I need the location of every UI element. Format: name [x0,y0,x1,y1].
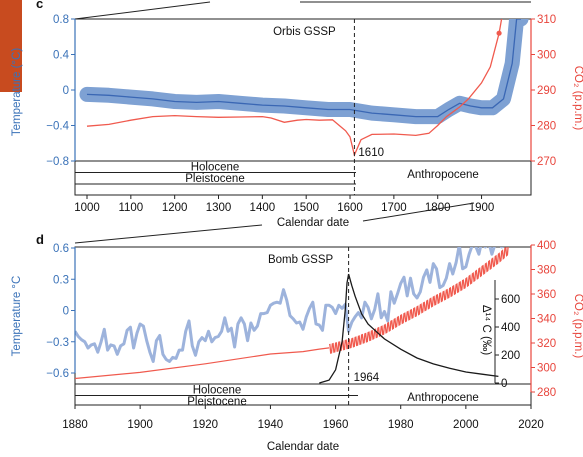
panel-d-letter: d [36,232,44,247]
panel-d-y-left-tick-label: 0.3 [53,274,69,286]
panel-c-x-tick-label-1000: 1000 [74,202,100,214]
panel-c-gssp-year: 1610 [358,147,384,159]
panel-d-temperature-line [75,247,504,363]
panel-c-temperature-line [86,19,521,118]
panel-d-x-label: Calendar date [267,441,339,453]
panel-c-y-left-tick-label: 0.4 [53,50,70,62]
panel-d-connector-left [74,224,263,244]
panel-d-holocene-label: Holocene [193,385,242,397]
panel-d-co2-icecore-line [75,347,330,380]
panel-c-y-right-label: CO₂ (p.p.m.) [572,66,583,131]
panel-d-y-right-tick-label: 340 [537,314,556,326]
panel-d-x-tick-label-1880: 1880 [62,419,88,431]
panel-d-y-right-label: CO₂ (p.p.m.) [572,294,583,359]
panel-d-gssp-label: Bomb GSSP [268,254,334,266]
accent-bar [0,0,22,92]
panel-d-c14-line [319,273,499,384]
panel-c-y-left-label: Temperature (°C) [11,48,23,136]
panel-c-co2-endpoint [496,30,502,36]
panel-d-y-inner-tick-label: 0 [501,378,507,390]
panel-d-co2-seasonal-line [328,247,509,354]
panel-c-y-left-tick-label: 0.8 [53,14,69,26]
panel-c-x-tick-label-1400: 1400 [250,202,276,214]
panel-d-y-left-tick-label: 0.6 [53,243,69,255]
panel-d-y-right-tick-label: 320 [537,338,556,350]
panel-d-connector-right [362,202,475,222]
panel-d-pleistocene-label: Pleistocene [187,396,246,408]
panel-d-y-right-tick-label: 360 [537,289,556,301]
panel-d-x-tick-label-1900: 1900 [127,419,153,431]
panel-c-x-label: Calendar date [277,217,349,229]
panel-c-y-left-tick-label: −0.4 [46,121,69,133]
panel-c-x-tick-label-1600: 1600 [337,202,363,214]
panel-c-y-right-tick-label: 290 [537,85,556,97]
panel-d-y-left-tick-label: −0.6 [46,368,69,380]
panel-d-x-tick-label-1980: 1980 [388,419,414,431]
panel-d-x-tick-label-2020: 2020 [518,419,544,431]
panel-d-gssp-year: 1964 [354,372,380,384]
panel-c-co2-line [86,19,503,158]
panel-d-y-inner-tick-label: 600 [501,294,520,306]
panel-c-x-tick-label-1200: 1200 [162,202,188,214]
panel-d-y-inner-label: Δ¹⁴ C (‰) [480,305,492,355]
panel-c-x-tick-label-1100: 1100 [118,202,143,214]
panel-c-x-tick-label-1500: 1500 [293,202,319,214]
panel-c-y-left-tick-label: −0.8 [46,156,69,168]
panel-d-y-left-tick-label: −0.3 [46,337,69,349]
panel-d-anthropocene-label: Anthropocene [407,392,479,404]
panel-c-pleistocene-label: Pleistocene [185,173,244,185]
panel-d-x-tick-label-1960: 1960 [323,419,349,431]
panel-c-x-tick-label-1900: 1900 [469,202,495,214]
panel-d-y-inner-tick-label: 400 [501,322,520,334]
panel-d-y-right-tick-label: 300 [537,363,556,375]
panel-d-y-left-label: Temperature °C [11,276,23,357]
panel-d-x-tick-label-1920: 1920 [192,419,218,431]
panel-c-anthropocene-label: Anthropocene [407,169,479,181]
panel-c-holocene-label: Holocene [191,162,240,174]
panel-d-y-right-tick-label: 380 [537,265,556,277]
panel-d-y-left-tick-label: 0 [63,306,69,318]
panel-c-y-right-tick-label: 310 [537,14,556,26]
panel-c-letter: c [36,0,43,11]
panel-d-y-inner-tick-label: 200 [501,350,520,362]
panel-c-y-right-tick-label: 280 [537,121,556,133]
panel-c-x-tick-label-1700: 1700 [381,202,407,214]
panel-c-connector-left [74,1,211,20]
panel-c-y-left-tick-label: 0 [63,85,69,97]
panel-d-x-tick-label-2000: 2000 [453,419,479,431]
panel-d-x-tick-label-1940: 1940 [258,419,284,431]
panel-c-y-right-tick-label: 300 [537,50,556,62]
panel-c-y-right-tick-label: 270 [537,156,556,168]
panel-d-y-right-tick-label: 280 [537,387,556,399]
panel-d-y-right-tick-label: 400 [537,240,556,252]
panel-c-x-tick-label-1800: 1800 [425,202,451,214]
panel-c-gssp-label: Orbis GSSP [273,26,336,38]
panel-c-x-tick-label-1300: 1300 [206,202,232,214]
